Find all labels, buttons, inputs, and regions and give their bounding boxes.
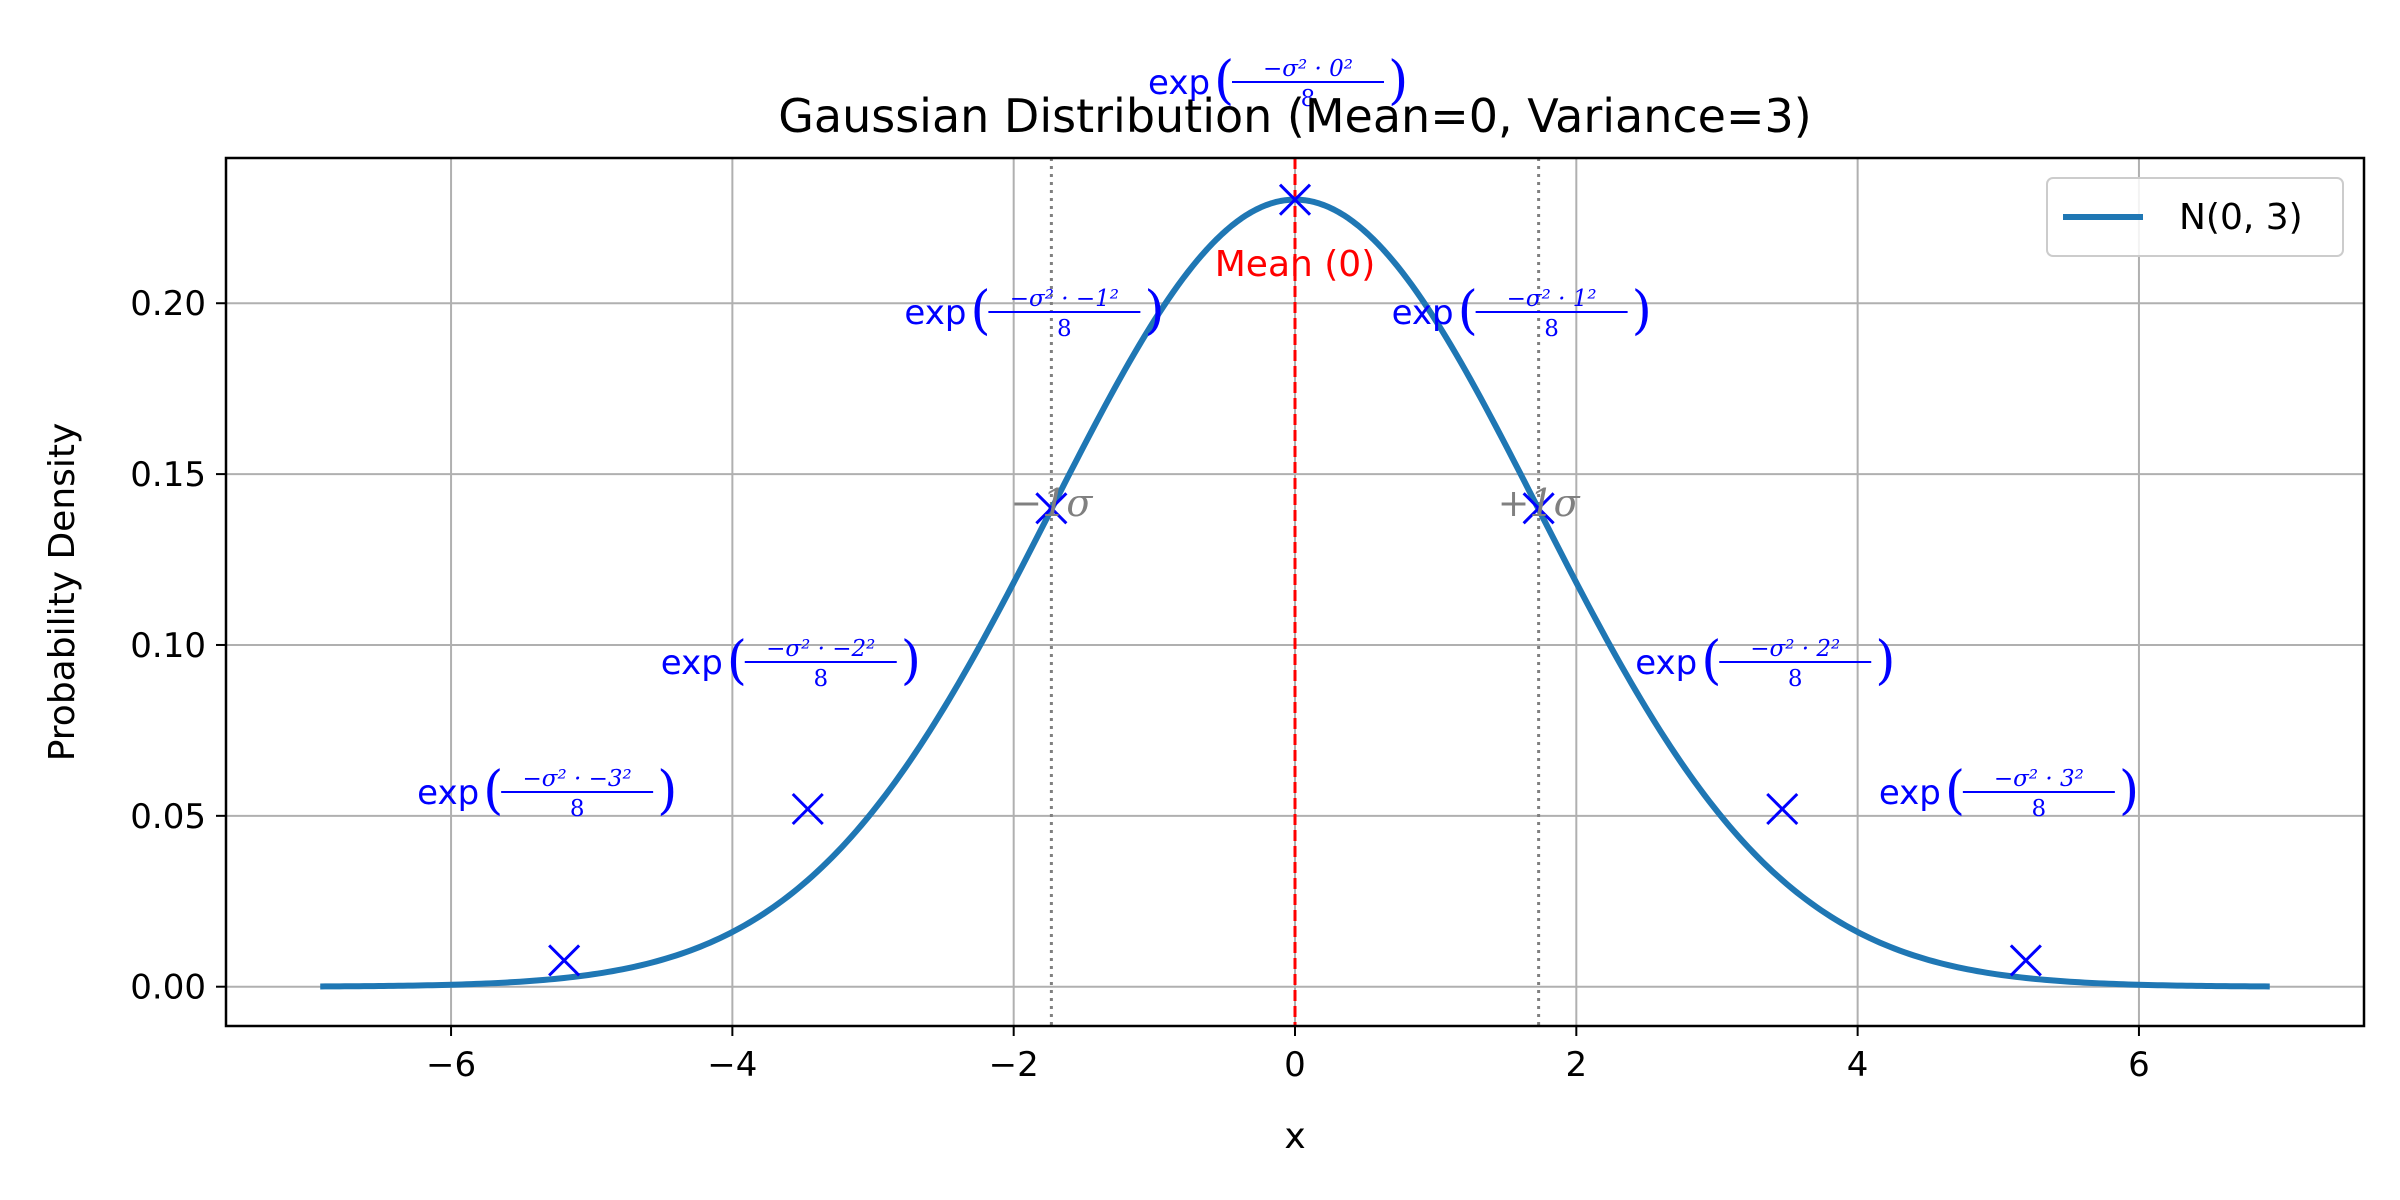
annotation-denominator: 8	[1057, 316, 1072, 342]
annotation-denominator: 8	[1788, 666, 1803, 692]
x-tick-label: −2	[989, 1045, 1039, 1085]
annotation-prefix: exp	[417, 773, 479, 813]
x-axis-label: x	[1284, 1116, 1305, 1157]
annotation-right-paren: )	[1144, 281, 1164, 341]
x-marker	[1766, 792, 1799, 826]
sigma-label: +1σ	[1498, 481, 1581, 525]
annotation-left-paren: (	[970, 281, 990, 341]
annotation-left-paren: (	[1945, 761, 1965, 821]
formula-annotation: exp( −σ² · 2² 8)	[1635, 631, 1895, 692]
formula-annotation: exp( −σ² · −1² 8)	[904, 281, 1164, 342]
marker-layer	[548, 183, 2042, 977]
annotation-right-paren: )	[1875, 631, 1895, 691]
annotation-numerator: −σ² · 2²	[1750, 636, 1840, 662]
x-marker	[548, 944, 581, 977]
x-tick-label: 6	[2128, 1045, 2150, 1085]
annotation-prefix: exp	[1148, 63, 1210, 103]
annotation-numerator: −σ² · −1²	[1010, 286, 1119, 312]
axis-ticks: −6 −4 −2 0 2 4 6 0.00 0.05 0.10 0.15 0.20	[130, 284, 2149, 1085]
annotation-denominator: 8	[1544, 316, 1559, 342]
annotation-denominator: 8	[813, 666, 828, 692]
x-tick-label: −4	[707, 1045, 757, 1085]
formula-annotation: exp( −σ² · 3² 8)	[1879, 761, 2139, 822]
annotation-denominator: 8	[1301, 86, 1316, 112]
y-tick-label: 0.15	[130, 455, 206, 495]
y-tick-label: 0.05	[130, 797, 206, 837]
y-tick-label: 0.00	[130, 968, 206, 1008]
annotation-numerator: −σ² · 3²	[1994, 766, 2084, 792]
annotation-numerator: −σ² · 1²	[1507, 286, 1597, 312]
mean-label: Mean (0)	[1215, 244, 1376, 285]
sigma-label: −1σ	[1010, 481, 1093, 525]
annotation-denominator: 8	[2032, 796, 2047, 822]
annotation-right-paren: )	[1388, 51, 1408, 111]
annotation-right-paren: )	[657, 761, 677, 821]
x-tick-label: 0	[1284, 1045, 1306, 1085]
annotation-prefix: exp	[1392, 293, 1454, 333]
annotation-prefix: exp	[661, 643, 723, 683]
x-marker	[791, 792, 824, 826]
annotation-left-paren: (	[483, 761, 503, 821]
annotation-left-paren: (	[1214, 51, 1234, 111]
annotation-prefix: exp	[904, 293, 966, 333]
annotation-numerator: −σ² · −3²	[523, 766, 632, 792]
formula-annotation: exp( −σ² · 0² 8)	[1148, 51, 1408, 112]
x-marker	[1522, 492, 1555, 525]
x-tick-label: 2	[1565, 1045, 1587, 1085]
x-marker	[1035, 492, 1068, 525]
annotation-left-paren: (	[727, 631, 747, 691]
x-marker	[2009, 944, 2042, 977]
annotation-numerator: −σ² · 0²	[1263, 56, 1353, 82]
annotation-left-paren: (	[1701, 631, 1721, 691]
annotation-right-paren: )	[1632, 281, 1652, 341]
y-tick-label: 0.20	[130, 284, 206, 324]
annotation-right-paren: )	[2119, 761, 2139, 821]
x-marker	[1278, 183, 1312, 216]
formula-annotation: exp( −σ² · 1² 8)	[1392, 281, 1652, 342]
annotation-numerator: −σ² · −2²	[766, 636, 875, 662]
x-tick-label: −6	[426, 1045, 476, 1085]
annotation-left-paren: (	[1458, 281, 1478, 341]
formula-annotation: exp( −σ² · −2² 8)	[661, 631, 921, 692]
reference-lines	[1049, 158, 1541, 1026]
annotation-denominator: 8	[570, 796, 585, 822]
x-tick-label: 4	[1847, 1045, 1869, 1085]
formula-annotation: exp( −σ² · −3² 8)	[417, 761, 677, 822]
y-tick-label: 0.10	[130, 626, 206, 666]
y-axis-label: Probability Density	[42, 423, 83, 762]
annotation-prefix: exp	[1879, 773, 1941, 813]
legend-box	[2046, 177, 2344, 257]
chart-title: Gaussian Distribution (Mean=0, Variance=…	[778, 89, 1811, 143]
legend-entry-label: N(0, 3)	[2179, 197, 2303, 238]
annotation-prefix: exp	[1635, 643, 1697, 683]
legend: N(0, 3)	[2046, 177, 2344, 257]
annotation-right-paren: )	[901, 631, 921, 691]
